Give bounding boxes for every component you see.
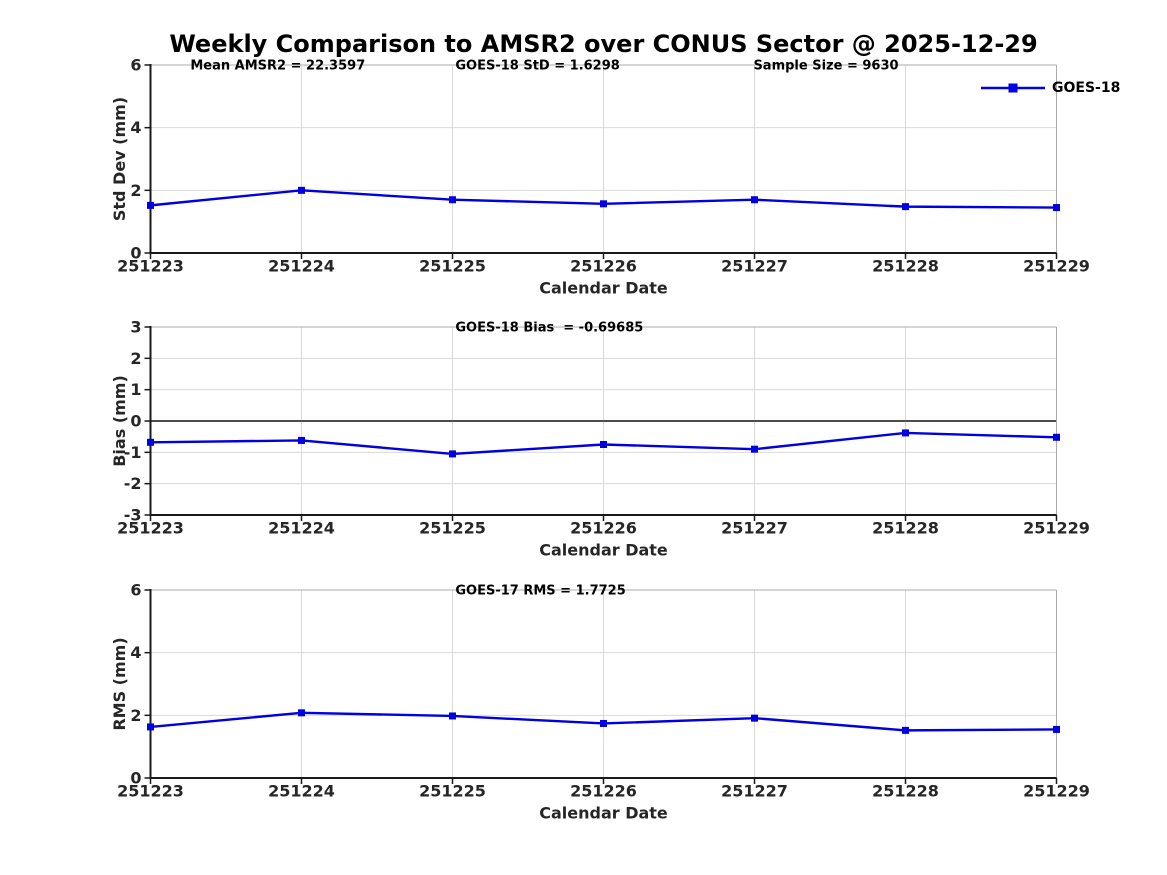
x-tick-label: 251228 [872, 519, 939, 538]
legend-label: GOES-18 [1052, 80, 1121, 96]
x-tick-label: 251227 [721, 519, 788, 538]
x-tick-label: 251224 [268, 257, 335, 276]
subplot-bias: 251223 251224 251225 251226 251227 251228 2512… [110, 318, 1090, 560]
y-tick-label: 1 [130, 380, 141, 399]
y-tick-label: 4 [130, 643, 141, 662]
subplot-annotation: Sample Size = 9630 [753, 59, 898, 74]
x-tick-label: 251227 [721, 782, 788, 801]
y-tick-label: 0 [130, 244, 141, 263]
y-axis-title: Std Dev (mm) [110, 97, 129, 221]
x-tick-label: 251226 [570, 257, 637, 276]
x-tick-label: 251227 [721, 257, 788, 276]
y-tick-label: 6 [130, 581, 141, 600]
x-tick-label: 251226 [570, 519, 637, 538]
x-tick-label: 251229 [1023, 782, 1090, 801]
data-point-marker [1053, 725, 1060, 733]
x-tick-label: 251228 [872, 782, 939, 801]
y-tick-label: 2 [130, 349, 141, 368]
x-tick-label: 251223 [117, 782, 184, 801]
data-point-marker [147, 201, 154, 209]
data-point-marker [298, 436, 305, 444]
data-point-marker [751, 196, 758, 204]
data-point-marker [298, 709, 305, 717]
x-tick-label: 251226 [570, 782, 637, 801]
subplot-annotation: GOES-17 RMS = 1.7725 [455, 584, 625, 599]
data-point-marker [902, 429, 909, 437]
data-point-marker [600, 200, 607, 208]
y-tick-label: 4 [130, 118, 141, 137]
x-tick-label: 251225 [419, 782, 486, 801]
data-point-marker [902, 203, 909, 211]
legend-marker-icon [1008, 83, 1018, 93]
x-tick-label: 251229 [1023, 257, 1090, 276]
data-point-marker [449, 712, 456, 720]
legend: GOES-18 [981, 80, 1120, 96]
x-tick-label: 251224 [268, 519, 335, 538]
y-tick-label: 2 [130, 181, 141, 200]
x-axis-title: Calendar Date [539, 804, 668, 823]
x-tick-label: 251225 [419, 257, 486, 276]
subplot-annotation: Mean AMSR2 = 22.3597 [190, 59, 365, 74]
x-tick-label: 251228 [872, 257, 939, 276]
x-axis-title: Calendar Date [539, 279, 668, 298]
y-axis-title: RMS (mm) [110, 637, 129, 730]
data-point-marker [449, 196, 456, 204]
y-tick-label: 0 [130, 412, 141, 431]
data-point-marker [147, 438, 154, 446]
x-axis-title: Calendar Date [539, 541, 668, 560]
data-point-marker [449, 450, 456, 458]
data-point-marker [600, 441, 607, 448]
x-tick-label: 251225 [419, 519, 486, 538]
subplot-rms: 251223 251224 251225 251226 251227 251228 2512… [110, 581, 1090, 823]
y-tick-label: 2 [130, 706, 141, 725]
y-axis-title: Bias (mm) [110, 375, 129, 467]
y-tick-label: -3 [124, 506, 142, 525]
y-tick-label: -2 [124, 474, 142, 493]
subplot-std-dev: 251223 251224 251225 251226 251227 251228 2512… [110, 56, 1090, 298]
x-tick-label: 251223 [117, 257, 184, 276]
x-tick-label: 251223 [117, 519, 184, 538]
data-point-marker [902, 726, 909, 734]
y-tick-label: 0 [130, 769, 141, 788]
data-point-marker [600, 719, 607, 727]
data-point-marker [751, 445, 758, 453]
x-tick-label: 251229 [1023, 519, 1090, 538]
y-tick-label: 6 [130, 56, 141, 75]
data-point-marker [1053, 433, 1060, 441]
data-point-marker [147, 723, 154, 731]
subplot-annotation: GOES-18 StD = 1.6298 [455, 59, 619, 74]
figure-title: Weekly Comparison to AMSR2 over CONUS Se… [169, 30, 1038, 58]
subplot-annotation: GOES-18 Bias = -0.69685 [455, 321, 643, 336]
legend-line-sample [981, 83, 1045, 93]
data-point-marker [298, 186, 305, 194]
y-tick-label: 3 [130, 318, 141, 337]
data-point-marker [751, 714, 758, 722]
data-point-marker [1053, 204, 1060, 212]
x-tick-label: 251224 [268, 782, 335, 801]
y-tick-label: -1 [124, 443, 142, 462]
